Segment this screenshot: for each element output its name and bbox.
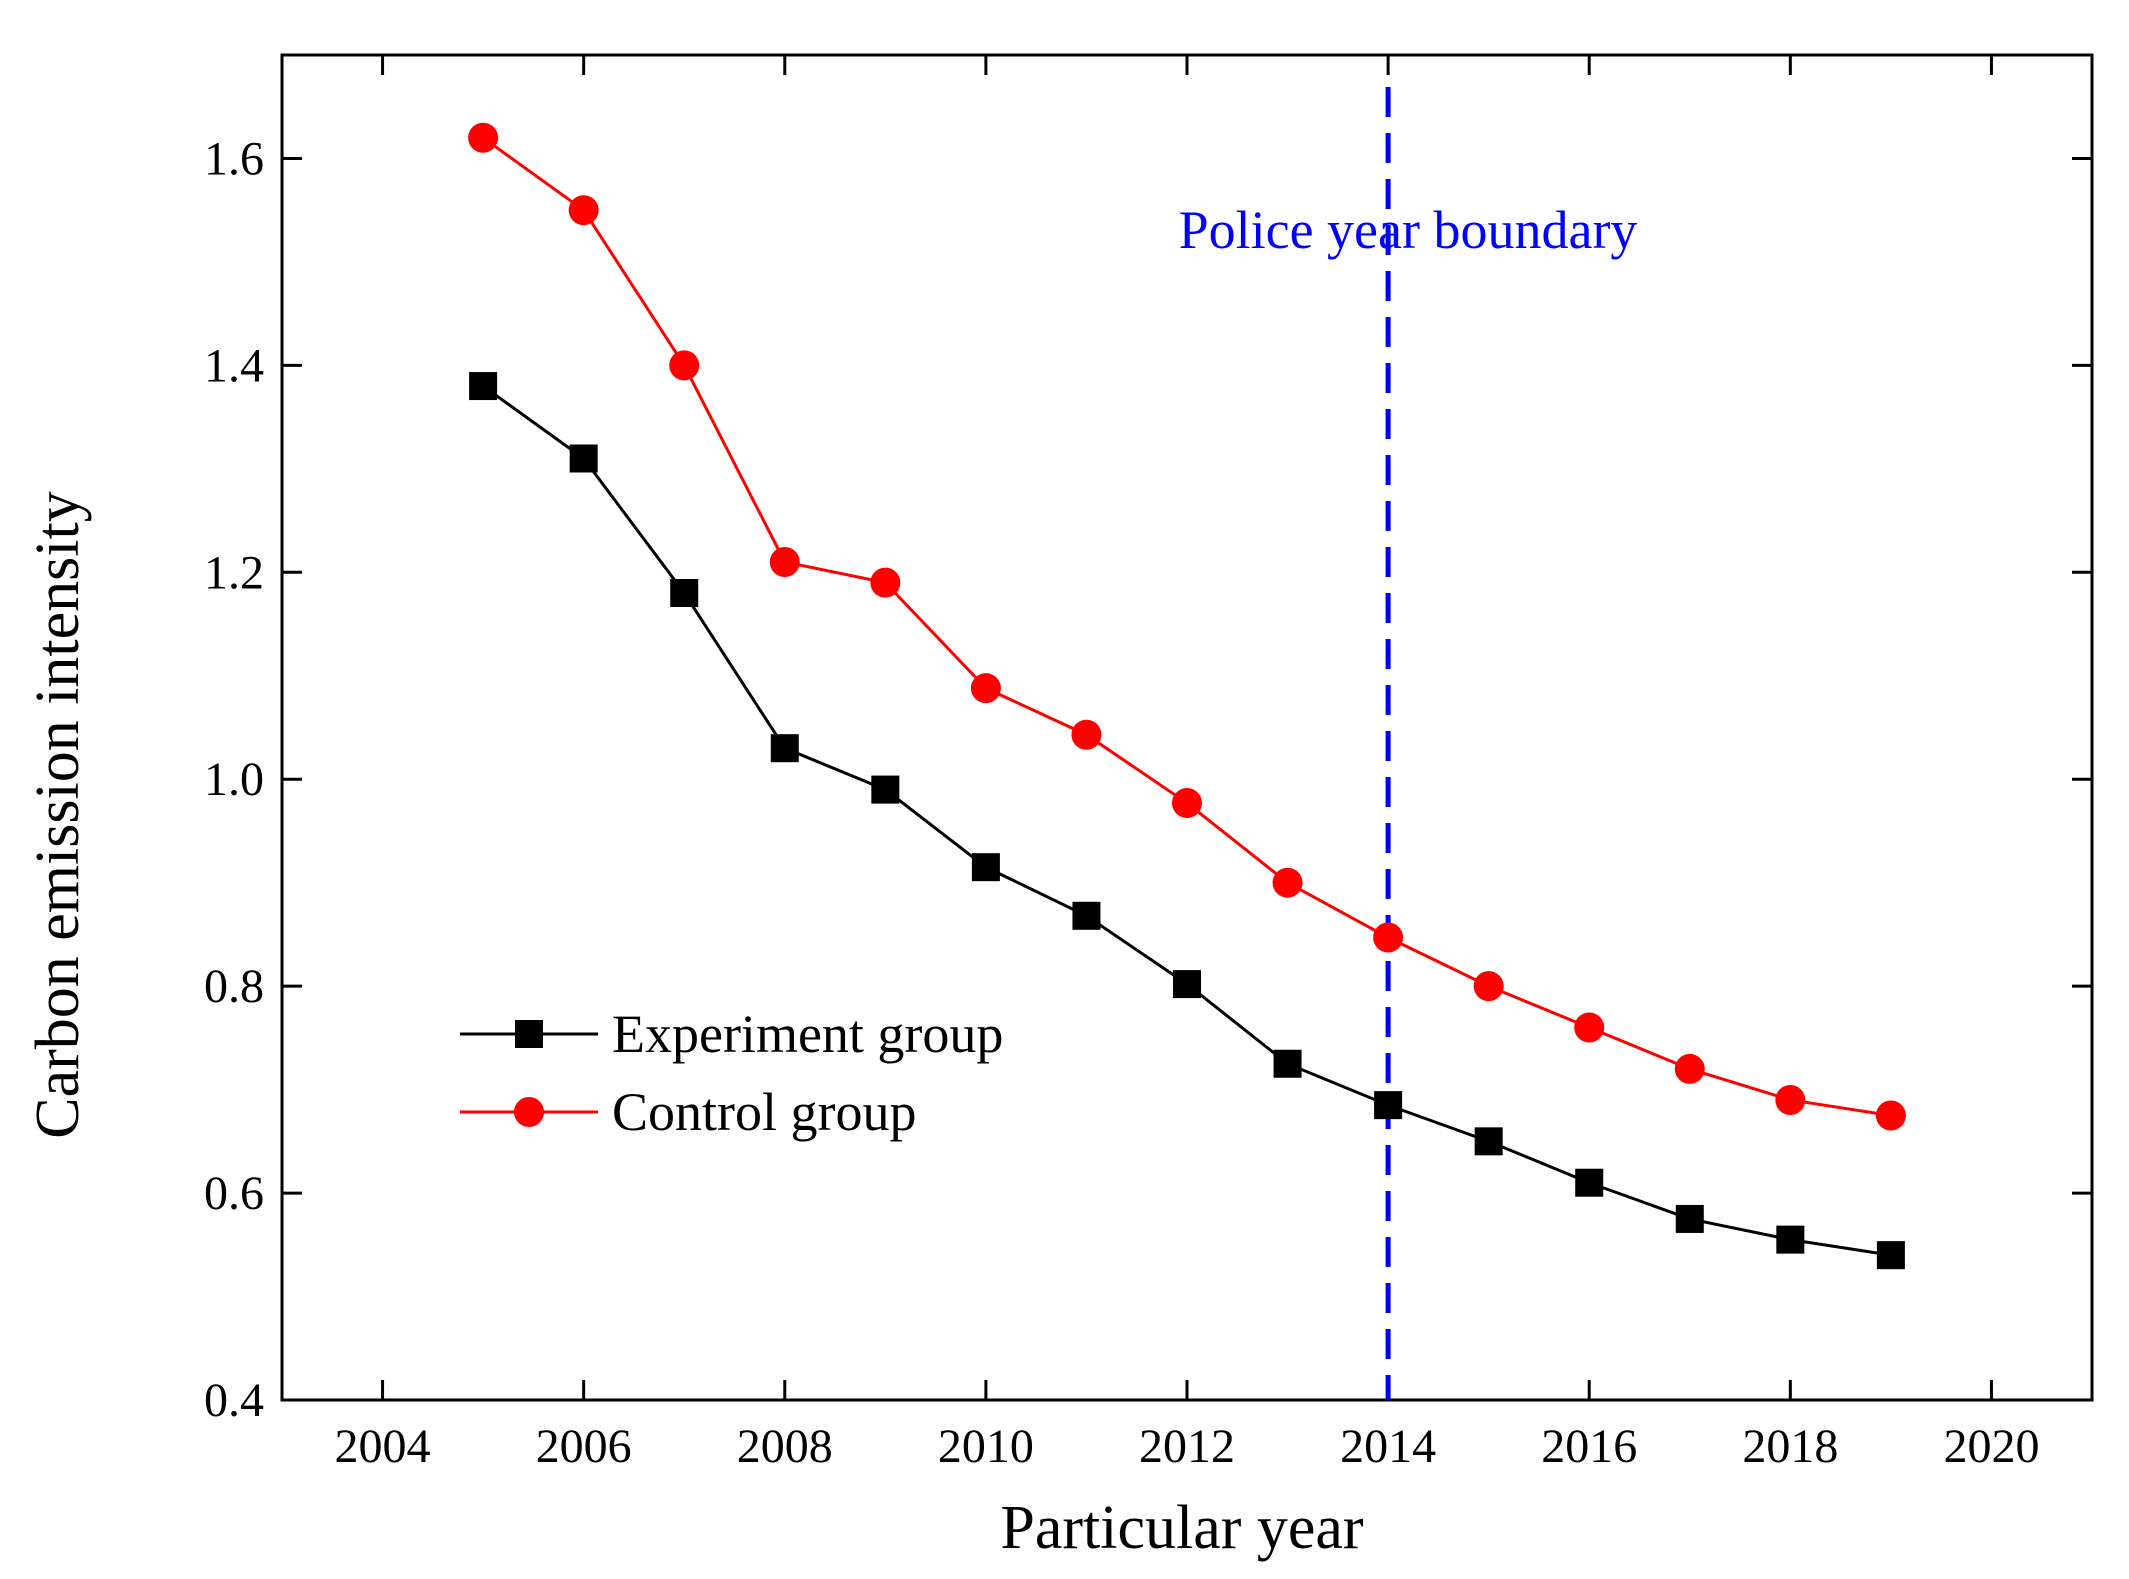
control-group-point bbox=[468, 122, 499, 153]
legend: Experiment group Control group bbox=[460, 1004, 1003, 1142]
y-tick-label: 1.0 bbox=[204, 753, 264, 806]
x-tick-label: 2006 bbox=[536, 1420, 632, 1473]
experiment-group-point bbox=[569, 444, 598, 473]
experiment-group-point bbox=[1273, 1049, 1302, 1078]
experiment-group-point bbox=[1072, 901, 1101, 930]
experiment-group-point bbox=[871, 775, 900, 804]
policy-boundary-label: Police year boundary bbox=[1179, 200, 1638, 260]
legend-experiment-group-label: Experiment group bbox=[612, 1004, 1003, 1064]
y-tick-label: 1.2 bbox=[204, 546, 264, 599]
series-layer bbox=[468, 122, 1906, 1270]
x-tick-label: 2008 bbox=[737, 1420, 833, 1473]
experiment-group-point bbox=[469, 372, 498, 401]
x-tick-label: 2020 bbox=[1943, 1420, 2039, 1473]
x-tick-label: 2012 bbox=[1139, 1420, 1235, 1473]
experiment-group-point bbox=[1575, 1168, 1604, 1197]
control-group-point bbox=[769, 546, 800, 577]
control-group-point bbox=[1272, 867, 1303, 898]
control-group-point bbox=[1674, 1053, 1705, 1084]
y-axis-label: Carbon emission intensity bbox=[24, 491, 92, 1139]
control-group-point bbox=[870, 567, 901, 598]
x-tick-label: 2014 bbox=[1340, 1420, 1436, 1473]
control-group-point bbox=[669, 350, 700, 381]
y-tick-label: 1.6 bbox=[204, 132, 264, 185]
experiment-group-point bbox=[770, 734, 799, 763]
legend-control-group-marker bbox=[514, 1097, 544, 1127]
control-group-line bbox=[482, 136, 1892, 1117]
y-tick-label: 0.8 bbox=[204, 960, 264, 1013]
experiment-group-point bbox=[1474, 1127, 1503, 1156]
y-tick-label: 0.4 bbox=[204, 1374, 264, 1427]
control-group-point bbox=[1071, 719, 1102, 750]
x-tick-label: 2010 bbox=[938, 1420, 1034, 1473]
control-group-point bbox=[1172, 788, 1202, 819]
experiment-group-point bbox=[1776, 1225, 1805, 1254]
control-group-point bbox=[970, 673, 1001, 704]
y-tick-label: 1.4 bbox=[204, 339, 264, 392]
x-tick-label: 2016 bbox=[1541, 1420, 1637, 1473]
experiment-group-point bbox=[1876, 1241, 1905, 1270]
axis-ticks: 2004 2006 2008 2010 2012 2014 2016 2018 2020 0.4 0… bbox=[204, 55, 2092, 1473]
control-group-point bbox=[568, 195, 599, 226]
control-group-point bbox=[1473, 971, 1504, 1002]
annotation-layer: Police year boundary bbox=[1179, 87, 1638, 1400]
experiment-group-point bbox=[1675, 1204, 1704, 1233]
x-tick-label: 2004 bbox=[335, 1420, 431, 1473]
y-tick-label: 0.6 bbox=[204, 1167, 264, 1220]
legend-control-group-label: Control group bbox=[612, 1082, 917, 1142]
experiment-group-point bbox=[1173, 970, 1201, 999]
legend-experiment-group-marker bbox=[515, 1020, 543, 1048]
experiment-group-point bbox=[670, 579, 699, 607]
x-axis-label: Particular year bbox=[1000, 1494, 1364, 1562]
control-group-point bbox=[1875, 1100, 1906, 1131]
control-group-point bbox=[1775, 1084, 1806, 1115]
control-group-point bbox=[1574, 1012, 1605, 1043]
experiment-group-point bbox=[1374, 1091, 1403, 1120]
x-tick-label: 2018 bbox=[1742, 1420, 1838, 1473]
control-group-point bbox=[1373, 922, 1404, 953]
experiment-group-point bbox=[971, 853, 1000, 882]
